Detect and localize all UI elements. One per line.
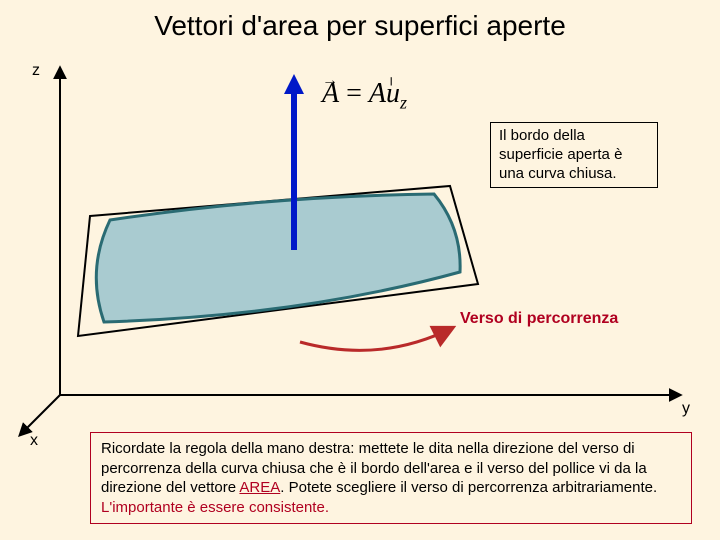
formula-scalar: A [369,78,386,109]
verso-label: Verso di percorrenza [460,310,618,328]
y-axis-label: y [682,400,690,418]
slide-canvas: Vettori d'area per superfici aperte z y … [0,0,720,540]
x-axis-label: x [30,432,38,450]
area-formula: → A = A ╷ u z [322,78,407,114]
rule-area: AREA [239,479,280,496]
border-callout: Il bordo della superficie aperta è una c… [490,122,658,188]
rule-t2: . Potete scegliere il verso di percorren… [280,479,657,496]
formula-sub: z [400,93,407,113]
verso-arc [300,328,452,350]
plane-inner [96,194,460,322]
x-axis [20,395,60,435]
z-axis-label: z [32,62,40,80]
rule-box: Ricordate la regola della mano destra: m… [90,432,692,524]
rule-t3: L'importante è essere consistente. [101,499,329,516]
